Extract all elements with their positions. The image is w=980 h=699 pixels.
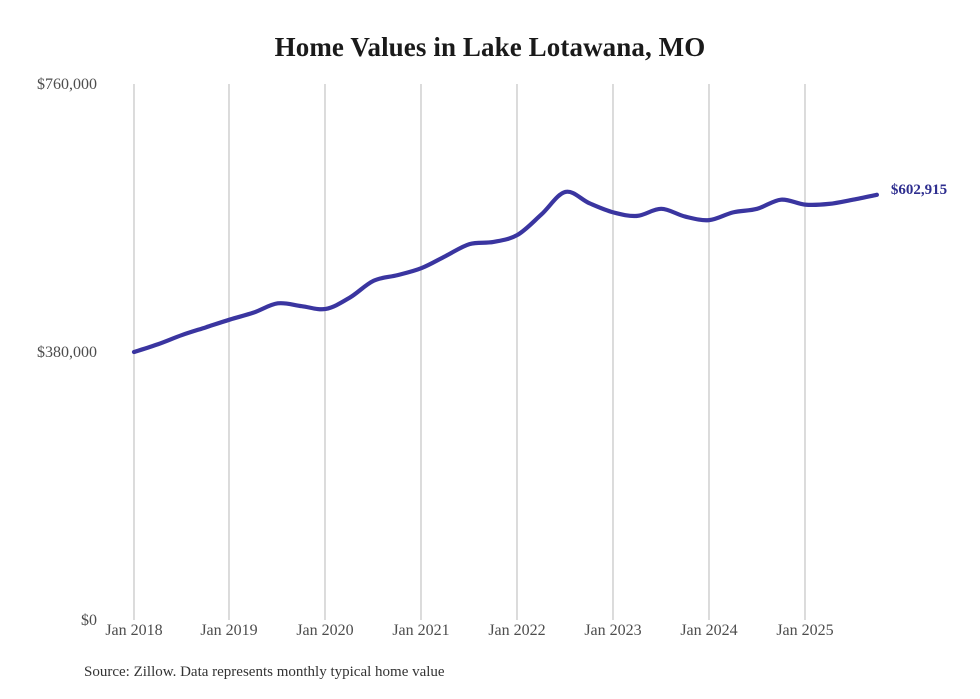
x-tick-label-jan-2022: Jan 2022 [488,622,546,639]
source-annotation: Source: Zillow. Data represents monthly … [84,664,445,680]
x-tick-label-jan-2025: Jan 2025 [776,622,834,639]
gridlines [133,84,806,620]
x-tick-label-jan-2018: Jan 2018 [105,622,163,639]
x-tick-label-jan-2021: Jan 2021 [392,622,450,639]
x-tick-label-jan-2020: Jan 2020 [296,622,354,639]
y-tick-label-760000: $760,000 [37,76,97,93]
y-tick-label-0: $0 [81,612,97,629]
x-tick-label-jan-2024: Jan 2024 [680,622,738,639]
chart-title: Home Values in Lake Lotawana, MO [274,32,706,62]
end-point-value-label: $602,915 [890,181,948,198]
x-tick-label-jan-2023: Jan 2023 [584,622,642,639]
home-value-line [131,189,879,355]
x-tick-label-jan-2019: Jan 2019 [200,622,258,639]
y-tick-label-380000: $380,000 [37,344,97,361]
